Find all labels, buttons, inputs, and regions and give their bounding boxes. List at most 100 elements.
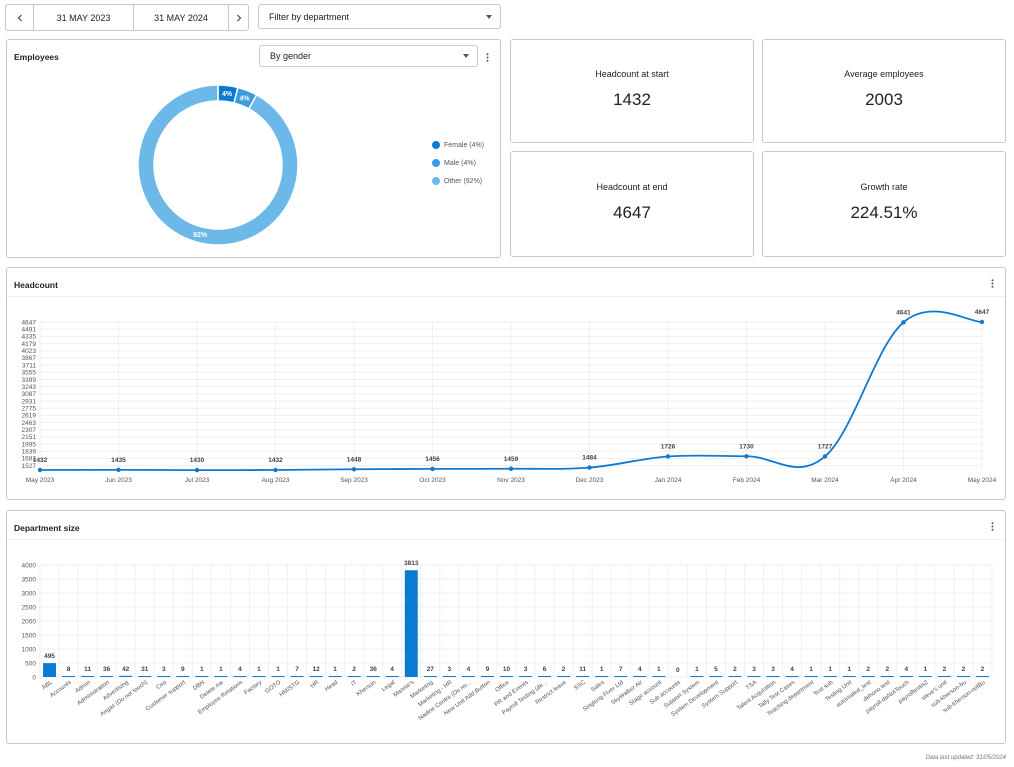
- department-bar[interactable]: [157, 676, 171, 677]
- more-vertical-icon: [991, 521, 993, 531]
- department-bar[interactable]: [899, 676, 913, 677]
- department-bar[interactable]: [309, 676, 323, 677]
- department-bar[interactable]: [633, 676, 647, 677]
- headcount-point[interactable]: [665, 454, 671, 459]
- headcount-point[interactable]: [430, 466, 435, 472]
- group-by-select[interactable]: By gender: [259, 45, 478, 67]
- department-bar[interactable]: [842, 676, 856, 677]
- department-data-label: 7: [295, 666, 299, 673]
- department-bar[interactable]: [290, 676, 304, 677]
- department-bar[interactable]: [823, 676, 837, 677]
- department-bar[interactable]: [195, 676, 209, 677]
- x-tick-label: ABL: [41, 679, 54, 691]
- legend-item[interactable]: Female (4%): [432, 141, 484, 149]
- kpi-headcount-start: Headcount at start 1432: [510, 39, 754, 143]
- employees-card-title: Employees: [14, 52, 59, 62]
- department-bar[interactable]: [81, 676, 95, 677]
- department-bar[interactable]: [43, 663, 56, 677]
- department-bar[interactable]: [595, 676, 609, 677]
- legend-dot-icon: [432, 159, 440, 167]
- department-data-label: 27: [427, 666, 435, 673]
- department-bar[interactable]: [62, 676, 76, 677]
- next-period-button[interactable]: [229, 5, 249, 30]
- x-tick-label: Mar 2024: [811, 477, 839, 484]
- department-bar[interactable]: [366, 675, 380, 677]
- department-bar[interactable]: [937, 676, 951, 677]
- headcount-point[interactable]: [744, 454, 749, 459]
- start-date[interactable]: 31 MAY 2023: [56, 12, 111, 23]
- y-tick-label: 4491: [22, 326, 37, 333]
- headcount-point[interactable]: [273, 467, 278, 473]
- legend-item[interactable]: Other (92%): [432, 177, 482, 185]
- headcount-point[interactable]: [901, 320, 906, 325]
- department-filter-select[interactable]: Filter by department: [258, 4, 501, 29]
- department-bar[interactable]: [690, 676, 704, 677]
- department-bar[interactable]: [233, 676, 247, 677]
- department-bar[interactable]: [785, 676, 799, 677]
- kpi-value: 1432: [613, 90, 651, 109]
- department-bar[interactable]: [404, 570, 418, 677]
- department-bar[interactable]: [119, 675, 133, 677]
- headcount-point[interactable]: [587, 465, 592, 470]
- headcount-point[interactable]: [351, 467, 357, 472]
- headcount-point[interactable]: [979, 319, 985, 325]
- department-data-label: 2: [962, 666, 966, 673]
- department-bar[interactable]: [271, 676, 285, 677]
- department-bar[interactable]: [138, 676, 152, 677]
- department-bar[interactable]: [500, 676, 513, 677]
- department-data-label: 11: [84, 666, 91, 673]
- donut-slice-other[interactable]: [137, 84, 299, 246]
- department-bar[interactable]: [804, 676, 818, 677]
- department-data-label: 9: [486, 666, 490, 673]
- department-bar[interactable]: [652, 676, 666, 677]
- donut-slice-label: 92%: [193, 232, 208, 239]
- department-bar[interactable]: [918, 676, 932, 677]
- headcount-point[interactable]: [37, 467, 43, 473]
- employees-menu-button[interactable]: [481, 50, 493, 64]
- department-bar[interactable]: [480, 676, 494, 677]
- department-bar[interactable]: [728, 676, 742, 677]
- headcount-point[interactable]: [508, 466, 514, 471]
- department-bar[interactable]: [176, 676, 190, 677]
- department-bar[interactable]: [880, 676, 894, 677]
- department-bar[interactable]: [328, 676, 342, 677]
- headcount-menu-button[interactable]: [986, 276, 998, 290]
- headcount-data-label: 1448: [347, 456, 362, 463]
- x-tick-label: Jun 2023: [105, 477, 132, 484]
- department-bar[interactable]: [576, 676, 590, 677]
- department-bar[interactable]: [709, 676, 723, 677]
- department-bar[interactable]: [347, 676, 361, 677]
- department-bar[interactable]: [557, 676, 571, 677]
- caret-down-icon: [463, 54, 469, 58]
- end-date[interactable]: 31 MAY 2024: [154, 12, 208, 23]
- headcount-point[interactable]: [116, 467, 121, 473]
- y-tick-label: 0: [32, 674, 36, 681]
- department-bar[interactable]: [747, 676, 761, 677]
- department-bar[interactable]: [385, 676, 399, 677]
- headcount-point[interactable]: [194, 467, 200, 473]
- department-bar[interactable]: [766, 676, 780, 677]
- department-data-label: 6: [543, 666, 547, 673]
- department-bar[interactable]: [861, 676, 875, 677]
- department-bar[interactable]: [100, 675, 114, 677]
- headcount-point[interactable]: [822, 454, 828, 459]
- prev-period-button[interactable]: [6, 5, 33, 30]
- department-data-label: 42: [122, 666, 130, 673]
- x-tick-label: HR: [310, 679, 321, 689]
- department-bar[interactable]: [956, 676, 970, 677]
- department-bar[interactable]: [442, 676, 456, 677]
- department-data-label: 1: [924, 666, 928, 673]
- department-bar[interactable]: [519, 676, 532, 677]
- department-bar[interactable]: [461, 676, 475, 677]
- department-bar[interactable]: [614, 676, 628, 677]
- department-bar[interactable]: [423, 676, 437, 677]
- department-bar[interactable]: [214, 676, 228, 677]
- kpi-label: Headcount at start: [595, 69, 669, 79]
- department-bar[interactable]: [252, 676, 266, 677]
- department-bar[interactable]: [976, 676, 989, 677]
- department-menu-button[interactable]: [986, 519, 998, 533]
- legend-item[interactable]: Male (4%): [432, 159, 476, 167]
- x-tick-label: May 2024: [968, 477, 997, 484]
- y-tick-label: 4335: [22, 334, 37, 341]
- department-bar[interactable]: [538, 676, 552, 677]
